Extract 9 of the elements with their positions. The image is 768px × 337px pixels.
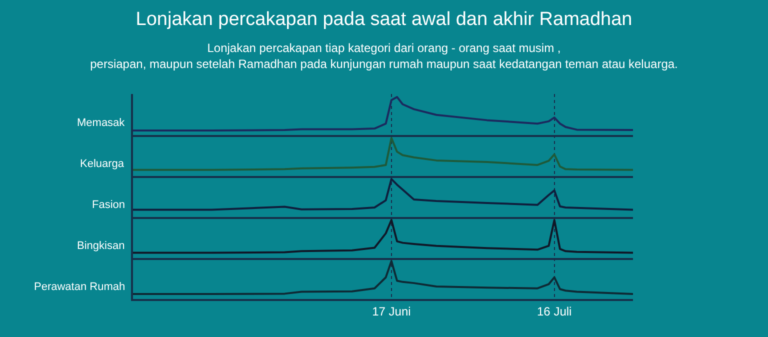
x-tick-label: 17 Juni: [372, 304, 411, 318]
y-axis-title: Bingkisan: [77, 240, 125, 252]
y-axis-title: Keluarga: [80, 158, 125, 170]
y-axis-title: Memasak: [77, 117, 126, 129]
chart-subtitle: Lonjakan percakapan tiap kategori dari orang - orang saat musim , persiapan, maupun setelah Ramadhan pada kunjungan rumah maupun saat kedatangan teman atau keluarga.: [89, 40, 679, 72]
y-axis-title: Perawatan Rumah: [34, 281, 126, 293]
y-axis-title: Fasion: [92, 199, 126, 211]
chart-title: Lonjakan percakapan pada saat awal dan akhir Ramadhan: [134, 9, 634, 31]
x-tick-label: 16 Juli: [537, 304, 572, 318]
